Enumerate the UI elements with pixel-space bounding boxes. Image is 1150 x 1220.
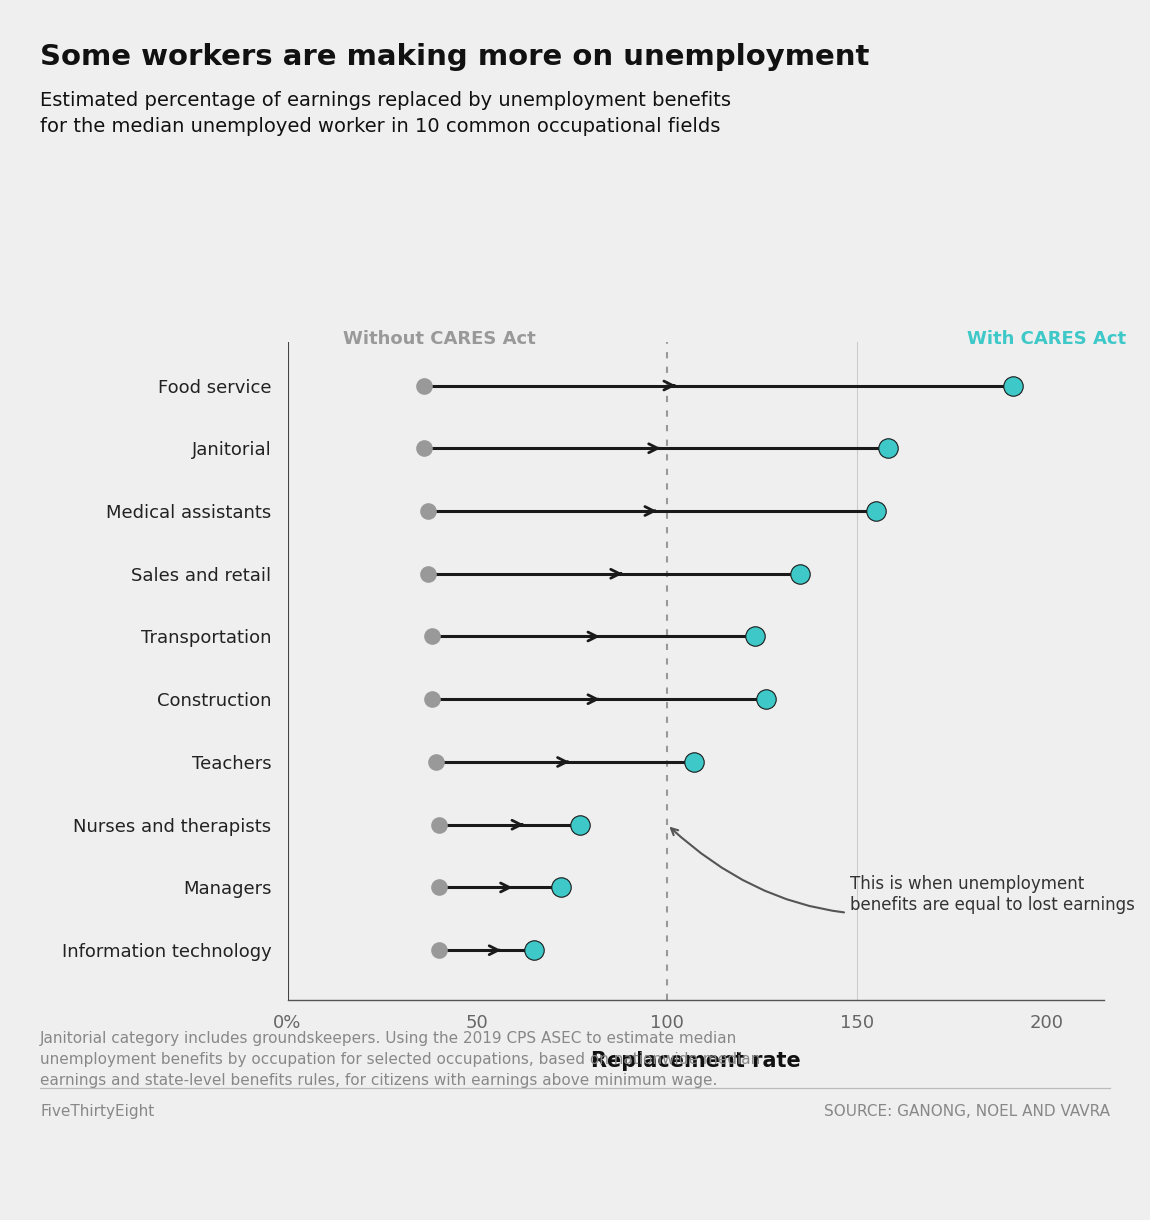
X-axis label: Replacement rate: Replacement rate	[591, 1052, 800, 1071]
Text: This is when unemployment
benefits are equal to lost earnings: This is when unemployment benefits are e…	[670, 828, 1134, 914]
Text: Some workers are making more on unemployment: Some workers are making more on unemploy…	[40, 43, 869, 71]
Text: FiveThirtyEight: FiveThirtyEight	[40, 1104, 154, 1119]
Text: Janitorial category includes groundskeepers. Using the 2019 CPS ASEC to estimate: Janitorial category includes groundskeep…	[40, 1031, 760, 1088]
Text: Estimated percentage of earnings replaced by unemployment benefits
for the media: Estimated percentage of earnings replace…	[40, 92, 731, 137]
Text: SOURCE: GANONG, NOEL AND VAVRA: SOURCE: GANONG, NOEL AND VAVRA	[823, 1104, 1110, 1119]
Text: With CARES Act: With CARES Act	[967, 329, 1127, 348]
Text: Without CARES Act: Without CARES Act	[343, 329, 536, 348]
